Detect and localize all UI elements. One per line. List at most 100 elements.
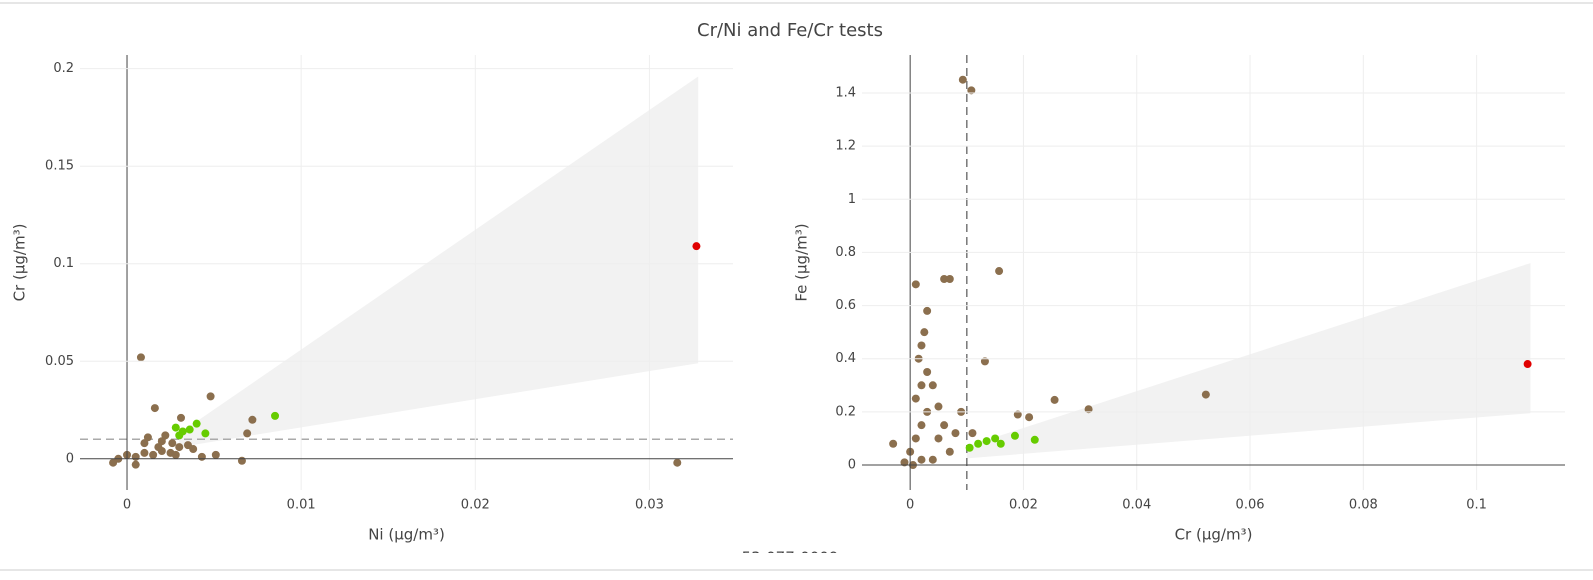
point xyxy=(150,404,159,413)
point xyxy=(923,306,932,315)
point xyxy=(211,450,220,459)
point xyxy=(271,411,280,420)
point xyxy=(168,439,177,448)
y-tick-label: 0 xyxy=(66,451,74,466)
point xyxy=(109,458,118,467)
point xyxy=(149,450,158,459)
point xyxy=(154,443,163,452)
x-tick-label: 0.02 xyxy=(1009,498,1038,513)
y-tick-label: 1.2 xyxy=(835,139,856,154)
point xyxy=(920,328,929,337)
plot: 0 0.01 0.02 0.03 0 0.05 0.1 0.15 0.2 Ni (µg/m³) Cr… xyxy=(11,55,733,544)
y-tick-label: 0.2 xyxy=(53,61,74,76)
point xyxy=(1010,431,1019,440)
plot-area xyxy=(80,76,733,469)
point xyxy=(965,443,974,452)
point xyxy=(1201,390,1210,399)
point xyxy=(131,460,140,469)
point xyxy=(1013,410,1022,419)
point xyxy=(171,450,180,459)
point xyxy=(967,86,976,95)
plot-area xyxy=(889,55,1532,490)
point xyxy=(923,368,932,377)
point xyxy=(911,434,920,443)
x-tick-label: 0.01 xyxy=(287,498,316,513)
range-band xyxy=(179,76,699,448)
x-tick-label: 0.06 xyxy=(1236,498,1265,513)
point xyxy=(171,423,180,432)
point xyxy=(917,421,926,430)
point xyxy=(176,413,185,422)
point xyxy=(178,427,187,436)
point xyxy=(192,419,201,428)
point xyxy=(201,429,210,438)
point xyxy=(143,433,152,442)
y-tick-label: 0.05 xyxy=(45,354,74,369)
x-tick-label: 0.03 xyxy=(635,498,664,513)
point xyxy=(911,280,920,289)
point xyxy=(206,392,215,401)
x-tick-label: 0 xyxy=(123,498,131,513)
point xyxy=(136,353,145,362)
point xyxy=(175,443,184,452)
point xyxy=(928,455,937,464)
point xyxy=(996,439,1005,448)
point xyxy=(197,452,206,461)
y-axis-label: Fe (µg/m³) xyxy=(793,223,811,301)
y-tick-label: 0.15 xyxy=(45,159,74,174)
point xyxy=(911,394,920,403)
point xyxy=(958,75,967,84)
point xyxy=(995,267,1004,276)
x-tick-label: 0.08 xyxy=(1349,498,1378,513)
point xyxy=(673,458,682,467)
point xyxy=(1050,395,1059,404)
chart-title: Cr/Ni and Fe/Cr tests xyxy=(697,20,883,41)
x-tick-label: 0 xyxy=(906,498,914,513)
point xyxy=(189,445,198,454)
x-axis-label: Ni (µg/m³) xyxy=(368,526,445,544)
point xyxy=(1030,435,1039,444)
point xyxy=(934,434,943,443)
point xyxy=(1523,360,1532,369)
range-band xyxy=(966,263,1531,459)
point xyxy=(140,448,149,457)
y-tick-label: 0.4 xyxy=(835,351,856,366)
point xyxy=(692,242,701,251)
y-tick-label: 0.1 xyxy=(53,256,74,271)
point xyxy=(940,421,949,430)
point xyxy=(974,439,983,448)
y-tick-label: 0 xyxy=(848,458,856,473)
point xyxy=(917,455,926,464)
point xyxy=(928,381,937,390)
point xyxy=(140,439,149,448)
point xyxy=(243,429,252,438)
point xyxy=(900,458,909,467)
y-tick-label: 0.8 xyxy=(835,245,856,260)
point xyxy=(185,425,194,434)
plot: 0 0.02 0.04 0.06 0.08 0.1 0 0.2 0.4 0.6 0.8 1 1.2 1.4… xyxy=(793,55,1565,544)
annotation: 53-077-0009 xyxy=(742,549,839,567)
point xyxy=(889,439,898,448)
point xyxy=(945,447,954,456)
point xyxy=(991,434,1000,443)
y-tick-label: 0.2 xyxy=(835,404,856,419)
point xyxy=(917,381,926,390)
point xyxy=(945,275,954,284)
point xyxy=(1084,405,1093,414)
point xyxy=(157,437,166,446)
point xyxy=(237,456,246,465)
y-tick-label: 0.6 xyxy=(835,298,856,313)
point xyxy=(248,415,257,424)
y-axis-label: Cr (µg/m³) xyxy=(11,224,29,302)
point xyxy=(940,275,949,284)
x-axis-label: Cr (µg/m³) xyxy=(1175,526,1253,544)
point xyxy=(131,452,140,461)
x-tick-label: 0.02 xyxy=(461,498,490,513)
y-tick-label: 1.4 xyxy=(835,85,856,100)
point xyxy=(161,431,170,440)
x-tick-label: 0.04 xyxy=(1122,498,1151,513)
point xyxy=(1025,413,1034,422)
x-tick-label: 0.1 xyxy=(1466,498,1487,513)
y-tick-label: 1 xyxy=(848,192,856,207)
